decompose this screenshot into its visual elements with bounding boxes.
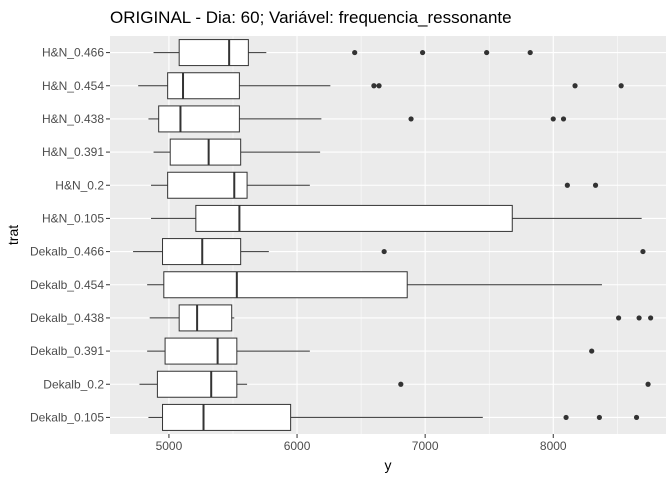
box-Dekalb_0.438: [149, 304, 654, 332]
iqr-box: [163, 271, 408, 299]
y-tick-label: H&N_0.466: [42, 46, 104, 60]
box-H&N_0.438: [148, 105, 567, 133]
outlier-point: [596, 414, 602, 421]
iqr-box: [158, 105, 240, 133]
box-H&N_0.391: [153, 138, 321, 166]
box-Dekalb_0.105: [148, 403, 640, 431]
iqr-box: [162, 403, 292, 431]
box-Dekalb_0.466: [133, 238, 646, 266]
y-tick-label: H&N_0.438: [42, 112, 104, 126]
outlier-point: [572, 83, 578, 89]
x-tick-label: 5000: [156, 439, 183, 453]
outlier-point: [564, 182, 570, 188]
box-H&N_0.454: [138, 72, 624, 100]
outlier-point: [381, 248, 387, 255]
box-Dekalb_0.454: [147, 271, 602, 299]
outlier-point: [645, 381, 651, 387]
outlier-point: [648, 315, 654, 321]
iqr-box: [178, 39, 249, 67]
box-H&N_0.466: [153, 39, 533, 67]
outlier-point: [550, 116, 556, 122]
x-tick-label: 7000: [412, 439, 439, 453]
iqr-box: [178, 304, 233, 332]
outlier-point: [636, 315, 642, 321]
outlier-point: [640, 248, 646, 255]
outlier-point: [398, 381, 404, 387]
plot-panel: [110, 36, 666, 434]
outlier-point: [633, 414, 640, 421]
y-tick-label: H&N_0.105: [42, 211, 104, 225]
outlier-point: [408, 116, 414, 122]
outlier-point: [618, 83, 624, 89]
y-tick-label: H&N_0.454: [42, 79, 104, 93]
x-tick-label: 8000: [540, 439, 567, 453]
x-axis-title: y: [385, 457, 392, 473]
outlier-point: [352, 49, 358, 56]
outlier-point: [560, 116, 567, 122]
y-tick-label: Dekalb_0.105: [30, 410, 104, 424]
outlier-point: [592, 182, 599, 188]
y-tick-label: Dekalb_0.2: [43, 377, 104, 391]
y-tick-label: Dekalb_0.391: [30, 344, 104, 358]
x-tick-label: 6000: [284, 439, 311, 453]
iqr-box: [156, 370, 238, 398]
boxes: [133, 39, 654, 431]
y-tick-label: Dekalb_0.438: [30, 311, 104, 325]
outlier-point: [589, 348, 595, 354]
y-tick-label: H&N_0.391: [42, 145, 104, 159]
iqr-box: [195, 204, 513, 232]
outlier-point: [419, 49, 426, 56]
box-Dekalb_0.2: [139, 370, 651, 398]
iqr-box: [169, 138, 242, 166]
y-tick-label: H&N_0.2: [55, 178, 104, 192]
iqr-box: [164, 337, 238, 365]
outlier-point: [527, 49, 533, 56]
axis-ticks: H&N_0.466 H&N_0.454 H&N_0.438 H&N_0.391 H&N_…: [30, 46, 567, 453]
iqr-box: [167, 72, 240, 100]
outlier-point: [371, 83, 377, 89]
y-tick-label: Dekalb_0.454: [30, 278, 104, 292]
y-tick-label: Dekalb_0.466: [30, 245, 104, 259]
box-Dekalb_0.391: [147, 337, 595, 365]
chart-title: ORIGINAL - Dia: 60; Variável: frequencia…: [110, 8, 512, 27]
outlier-point: [484, 49, 490, 56]
box-H&N_0.105: [150, 204, 642, 232]
box-H&N_0.2: [150, 171, 599, 199]
outlier-point: [615, 315, 622, 321]
outlier-point: [376, 83, 382, 89]
y-axis-title: trat: [5, 225, 21, 245]
outlier-point: [563, 414, 569, 421]
